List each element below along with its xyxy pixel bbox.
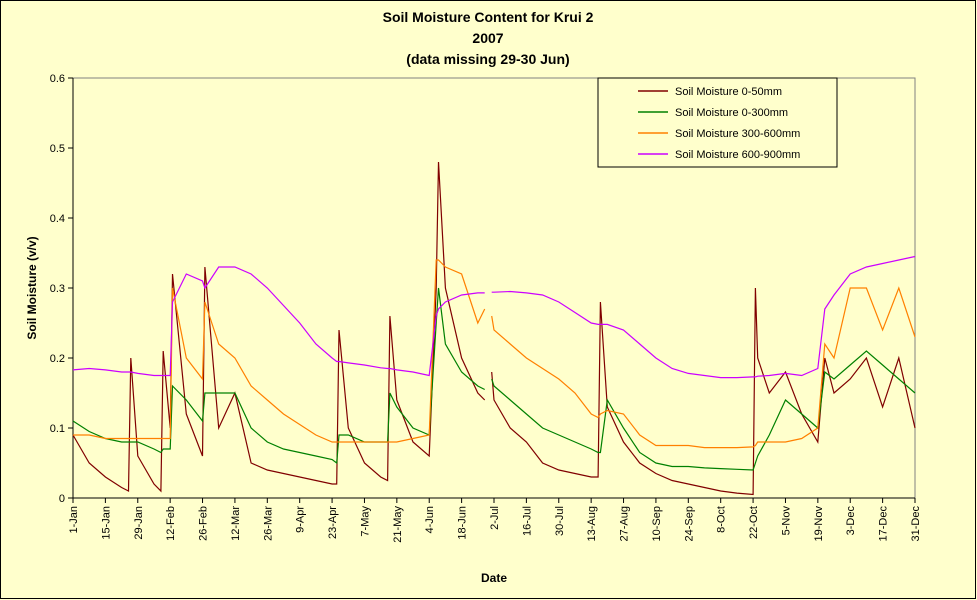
legend-box (597, 77, 838, 168)
x-tick-label: 1-Jan (68, 506, 80, 534)
y-tick-label: 0.6 (50, 73, 65, 85)
chart-subtitle: 2007 (472, 30, 503, 46)
x-tick-label: 27-Aug (619, 506, 631, 541)
x-tick-label: 24-Sep (683, 506, 695, 541)
y-tick-label: 0.3 (50, 283, 65, 295)
x-tick-label: 12-Mar (230, 506, 242, 541)
x-tick-label: 5-Nov (780, 506, 792, 536)
x-tick-label: 16-Jul (521, 506, 533, 536)
x-tick-label: 17-Dec (878, 506, 890, 542)
x-tick-label: 4-Jun (424, 506, 436, 534)
y-tick-label: 0.4 (50, 213, 65, 225)
x-tick-label: 8-Oct (716, 506, 728, 533)
x-tick-label: 7-May (359, 506, 371, 537)
chart-title: Soil Moisture Content for Krui 2 (383, 9, 594, 25)
x-tick-label: 26-Feb (198, 506, 210, 541)
legend-label: Soil Moisture 600-900mm (675, 149, 800, 161)
legend-label: Soil Moisture 300-600mm (675, 128, 800, 140)
x-tick-label: 22-Oct (748, 506, 760, 539)
series-line (72, 287, 916, 471)
x-tick-label: 26-Mar (262, 506, 274, 541)
series-line (72, 255, 916, 379)
x-tick-label: 29-Jan (133, 506, 145, 540)
y-tick-label: 0.1 (50, 423, 65, 435)
y-tick-label: 0.2 (50, 353, 65, 365)
x-tick-label: 23-Apr (327, 506, 339, 539)
chart-note: (data missing 29-30 Jun) (406, 51, 569, 67)
x-tick-label: 12-Feb (165, 506, 177, 541)
x-tick-label: 31-Dec (910, 506, 922, 542)
y-axis-label: Soil Moisture (v/v) (25, 236, 39, 339)
x-tick-label: 3-Dec (845, 506, 857, 536)
x-tick-label: 21-May (392, 506, 404, 543)
legend-label: Soil Moisture 0-300mm (675, 107, 788, 119)
legend-label: Soil Moisture 0-50mm (675, 86, 782, 98)
x-tick-label: 15-Jan (100, 506, 112, 540)
y-tick-label: 0.5 (50, 143, 65, 155)
x-tick-label: 18-Jun (457, 506, 469, 540)
x-tick-label: 10-Sep (651, 506, 663, 541)
x-tick-label: 9-Apr (295, 506, 307, 533)
y-tick-label: 0 (59, 493, 65, 505)
x-tick-label: 13-Aug (586, 506, 598, 541)
series-line (73, 259, 916, 449)
series-line (72, 161, 916, 496)
x-tick-label: 30-Jul (554, 506, 566, 536)
x-axis-label: Date (481, 571, 507, 585)
x-tick-label: 2-Jul (489, 506, 501, 530)
x-tick-label: 19-Nov (813, 506, 825, 542)
